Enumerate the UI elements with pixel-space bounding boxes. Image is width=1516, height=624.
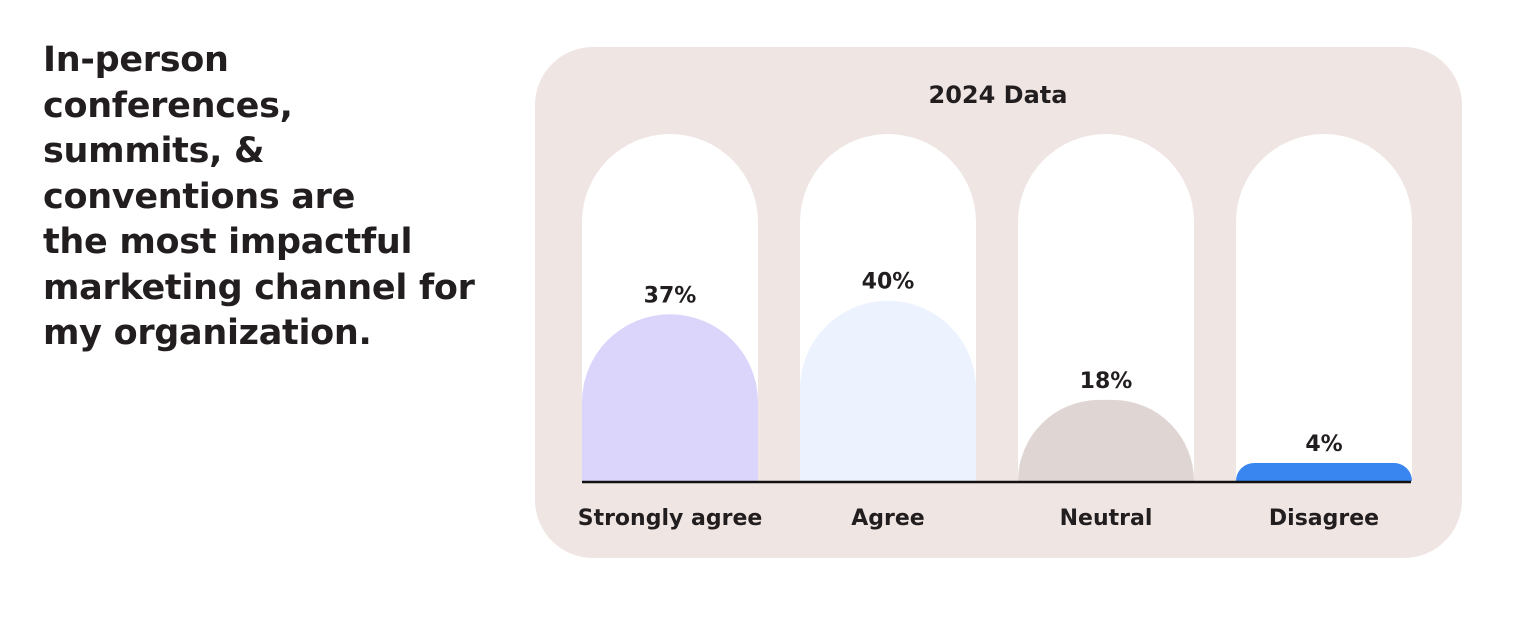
- headline-line: conferences,: [43, 85, 293, 126]
- category-label-disagree: Disagree: [1269, 506, 1379, 531]
- value-label-agree: 40%: [862, 270, 915, 295]
- bar-strongly-agree: [582, 314, 758, 481]
- headline: In-person conferences, summits, & conven…: [43, 38, 483, 357]
- chart-title: 2024 Data: [929, 81, 1068, 109]
- category-label-neutral: Neutral: [1060, 506, 1153, 531]
- value-label-disagree: 4%: [1305, 432, 1342, 457]
- headline-line: marketing channel for: [43, 267, 475, 308]
- bar-agree: [800, 300, 976, 481]
- headline-line: conventions are: [43, 176, 356, 217]
- bars-group: 37% Strongly agree 40% Agree 18% Neutral 4% Dis…: [578, 134, 1412, 531]
- headline-line: summits, &: [43, 131, 265, 171]
- category-label-agree: Agree: [851, 506, 924, 531]
- headline-line: In-person: [43, 40, 229, 80]
- value-label-neutral: 18%: [1080, 369, 1133, 394]
- bar-track-neutral: [1018, 134, 1194, 481]
- bar-disagree: [1236, 462, 1412, 481]
- value-label-strongly-agree: 37%: [644, 283, 697, 308]
- bar-track-disagree: [1236, 134, 1412, 481]
- headline-line: my organization.: [43, 313, 372, 353]
- bar-neutral: [1018, 399, 1194, 481]
- category-label-strongly-agree: Strongly agree: [578, 506, 763, 531]
- headline-line: the most impactful: [43, 222, 413, 262]
